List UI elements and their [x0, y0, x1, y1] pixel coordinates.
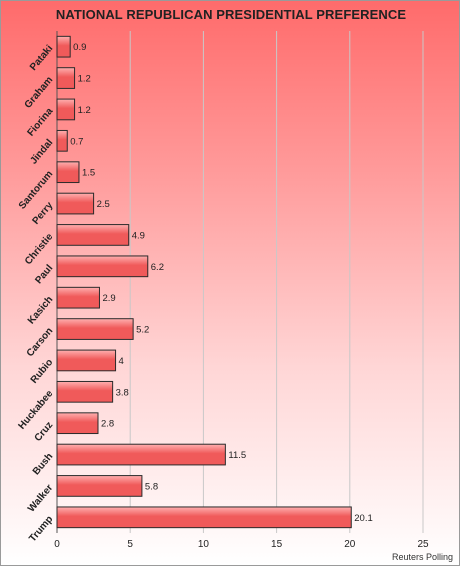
category-label: Kasich [26, 294, 56, 326]
x-tick-label: 15 [271, 539, 283, 550]
bar-jindal [56, 129, 68, 152]
category-label: Pataki [28, 43, 56, 73]
value-label: 2.5 [97, 199, 110, 210]
category-label: Carson [25, 326, 56, 359]
value-label: 1.5 [82, 168, 95, 179]
bar-pataki [56, 35, 71, 58]
x-tick-label: 10 [198, 539, 210, 550]
value-label: 1.2 [78, 105, 91, 116]
x-tick-label: 20 [344, 539, 356, 550]
value-label: 1.2 [78, 74, 91, 85]
bar-santorum [56, 161, 80, 184]
bar-perry [56, 192, 95, 215]
category-label: Trump [27, 514, 55, 544]
value-label: 4 [119, 356, 124, 367]
x-tick-label: 0 [54, 539, 60, 550]
bar-paul [56, 255, 149, 278]
bar-carson [56, 318, 134, 340]
x-tick-label: 25 [417, 539, 429, 550]
category-label: Cruz [33, 420, 56, 444]
bar-cruz [56, 412, 99, 435]
value-label: 5.2 [136, 325, 149, 336]
bar-kasich [56, 286, 100, 309]
category-label: Perry [30, 200, 55, 227]
bar-walker [56, 475, 143, 497]
value-label: 2.8 [101, 419, 114, 430]
value-label: 0.7 [70, 136, 83, 147]
value-label: 0.9 [73, 42, 86, 53]
bar-rubio [56, 349, 117, 372]
category-label: Christie [23, 231, 56, 267]
value-label: 20.1 [354, 513, 373, 524]
bar-christie [56, 224, 130, 246]
bar-trump [56, 506, 352, 529]
bar-graham [56, 67, 76, 89]
bar-fiorina [56, 98, 76, 121]
value-label: 6.2 [151, 262, 164, 273]
category-label: Jindal [28, 137, 55, 166]
category-label: Graham [23, 75, 56, 111]
value-label: 2.9 [102, 293, 115, 304]
value-label: 5.8 [145, 481, 158, 492]
bar-bush [56, 443, 226, 466]
category-label: Bush [31, 451, 55, 477]
bars [56, 35, 352, 529]
value-label: 11.5 [228, 450, 246, 461]
bar-huckabee [56, 380, 114, 403]
chart-title: NATIONAL REPUBLICAN PRESIDENTIAL PREFERE… [55, 7, 407, 22]
x-tick-label: 5 [127, 539, 133, 550]
value-label: 3.8 [116, 387, 129, 398]
category-label: Rubio [29, 357, 56, 386]
category-label: Walker [26, 482, 55, 514]
value-label: 4.9 [132, 230, 145, 241]
source-note: Reuters Polling [391, 552, 453, 562]
category-label: Paul [33, 263, 55, 286]
